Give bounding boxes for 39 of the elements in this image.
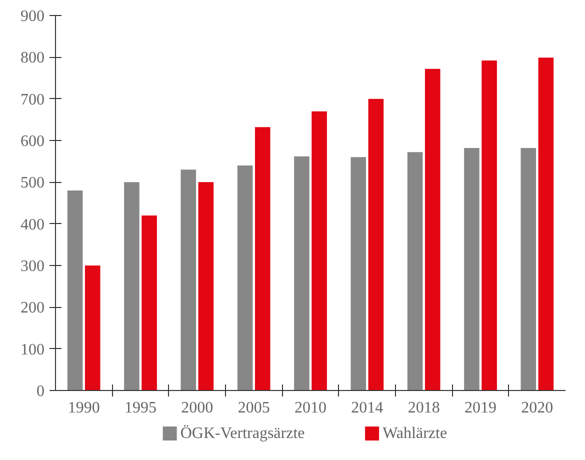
x-tick-label: 2005 [238,400,270,416]
legend-label: Wahlärzte [382,425,448,442]
y-tick-label: 500 [20,174,44,192]
bar [424,68,440,390]
x-tick-label: 1990 [68,400,100,416]
x-tick-label: 2018 [408,400,440,416]
y-tick-label: 200 [20,300,44,317]
y-tick-label: 900 [20,8,44,25]
legend-label: ÖGK-Vertragsärzte [180,425,305,442]
bar [464,148,480,390]
x-tick-label: 2000 [181,400,214,416]
y-tick-label: 100 [20,341,44,358]
bar [124,182,140,390]
x-tick-label: 2014 [351,400,384,416]
bar [237,166,253,390]
x-tick-label: 1995 [124,400,156,416]
bar [84,266,100,390]
x-tick-label: 2010 [294,400,326,416]
bar [294,156,310,390]
x-tick-label: 2020 [521,400,554,416]
y-tick-label: 400 [20,216,44,234]
bar [538,58,554,390]
bar [407,152,423,390]
y-tick-label: 600 [20,133,44,150]
y-tick-label: 300 [20,258,44,275]
bar [350,157,366,390]
bar [520,148,536,390]
bar [198,182,214,390]
bar [67,190,83,390]
x-tick-label: 2019 [464,400,496,416]
bar [142,216,157,390]
bar [482,60,497,390]
bar [312,111,327,390]
bar [254,127,270,390]
y-tick-label: 800 [20,50,44,67]
bar [180,170,196,390]
y-tick-label: 700 [20,91,44,108]
y-tick-label: 0 [36,383,44,400]
bar [368,98,384,390]
